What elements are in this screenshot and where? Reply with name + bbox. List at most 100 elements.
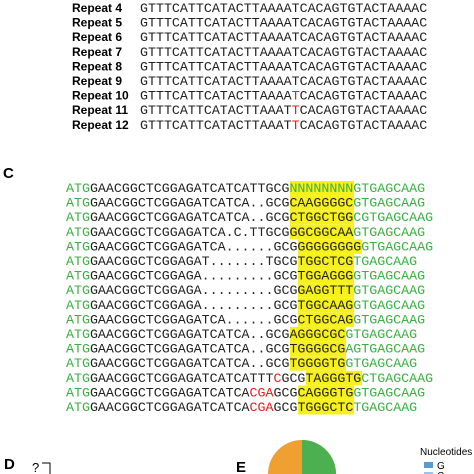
legend-swatch	[424, 472, 433, 474]
sequence-segment: GGGGGGGG	[297, 239, 361, 254]
bracket	[42, 462, 51, 474]
panel-letter: D	[4, 456, 15, 473]
sequence-segment: GTGAGCAAG	[353, 269, 425, 284]
sequence-segment: GAACGGCTCGGAGA.........GCG	[90, 269, 297, 284]
sequence-row: GTTTCATTCATACTTAAAATCACAGTGTACTAAAAC	[140, 74, 427, 89]
highlight	[290, 210, 354, 225]
sequence-segment: GAACGGCTCGGAGATCATCA	[90, 400, 250, 415]
sequence-segment: GAACGGCTCGGAGATCATCATTGCG	[90, 181, 290, 196]
highlight	[290, 195, 354, 211]
sequence-segment: ATG	[66, 196, 90, 211]
sequence-segment: T	[292, 89, 300, 104]
sequence-segment: GAACGGCTCGGAGATCATCA..GCG	[90, 342, 290, 357]
highlight	[298, 254, 354, 269]
legend-title: Nucleotides	[420, 447, 472, 458]
sequence-segment: ATG	[66, 356, 90, 371]
panel-mark: ?	[32, 460, 39, 474]
sequence-row: GTTTCATTCATACTTAAATTCACAGTGTACTAAAAC	[140, 118, 427, 133]
sequence-segment: GTTTCATTCATACTTAAAATCACAGTGTACTAAAAC	[140, 1, 427, 16]
sequence-segment: ATG	[66, 239, 90, 254]
sequence-segment: GTTTCATTCATACTTAAAATCACAGTGTACTAAAAC	[140, 59, 427, 74]
sequence-segment: CACAGTGTACTAAAAC	[300, 89, 428, 104]
highlight	[298, 283, 354, 298]
sequence-segment: ATG	[66, 283, 90, 298]
sequence-segment: ATG	[66, 298, 90, 313]
repeat-label: Repeat 4	[72, 1, 122, 15]
sequence-segment: GAACGGCTCGGAGATCA......GCG	[90, 239, 297, 254]
sequence-row: GTTTCATTCATACTTAAAATCACAGTGTACTAAAAC	[140, 45, 427, 60]
sequence-row: ATGGAACGGCTCGGAGA.........GCGTGGCAAGGTGA…	[66, 298, 425, 313]
sequence-segment: CGA	[250, 385, 274, 400]
sequence-segment: GTGAGCAAG	[353, 312, 425, 327]
sequence-segment: CAAGGGGC	[289, 196, 353, 211]
sequence-segment: GAACGGCTCGGAGATCA.C.TTGCG	[90, 225, 290, 240]
sequence-segment: GTTTCATTCATACTTAAAATCACAGTGTACTAAAAC	[140, 16, 427, 31]
sequence-segment: ATG	[66, 400, 90, 415]
sequence-segment: GTGAGCAAG	[345, 327, 417, 342]
legend-swatch	[424, 462, 433, 468]
sequence-segment: GTTTCATTCATACTTAAAT	[140, 118, 292, 133]
sequence-segment: GAACGGCTCGGAGATCATCA..GCG	[90, 356, 290, 371]
sequence-row: ATGGAACGGCTCGGAGATCATCATTTCGCGTAGGGTGCTG…	[66, 371, 433, 386]
sequence-segment: GTGAGCAAG	[361, 239, 433, 254]
sequence-segment: AGTGAGCAAG	[345, 342, 425, 357]
sequence-segment: CACAGTGTACTAAAAC	[300, 118, 428, 133]
repeat-label: Repeat 12	[72, 118, 129, 132]
sequence-row: ATGGAACGGCTCGGAGATCATCATTGCGNNNNNNNNGTGA…	[66, 181, 425, 196]
highlight	[306, 370, 362, 386]
sequence-row: GTTTCATTCATACTTAAAATCACAGTGTACTAAAAC	[140, 89, 427, 104]
highlight	[298, 297, 354, 313]
repeat-label: Repeat 11	[72, 103, 128, 117]
sequence-row: ATGGAACGGCTCGGAGATCATCACGAGCGCAGGGTGGTGA…	[66, 385, 425, 400]
sequence-segment: AGGGCGC	[289, 327, 345, 342]
sequence-segment: TGAGCAAG	[353, 254, 417, 269]
highlight	[290, 224, 354, 240]
sequence-segment: ATG	[66, 371, 90, 386]
sequence-row: ATGGAACGGCTCGGAGATCATCA..GCGTGGGGTGGTGAG…	[66, 356, 417, 371]
sequence-segment: GAACGGCTCGGAGATCA......GCG	[90, 312, 297, 327]
sequence-segment: T	[292, 103, 300, 118]
sequence-segment: NNNNNNNN	[289, 181, 353, 196]
sequence-segment: TGGGGCG	[289, 342, 345, 357]
sequence-segment: GTGAGCAAG	[353, 225, 425, 240]
sequence-segment: TAGGGTG	[305, 371, 361, 386]
sequence-segment: GTTTCATTCATACTTAAAATCACAGTGTACTAAAAC	[140, 45, 427, 60]
sequence-row: ATGGAACGGCTCGGAGATCATCA..GCGCTGGCTGGCGTG…	[66, 210, 433, 225]
highlight	[298, 268, 354, 284]
sequences: Repeat 4 GTTTCATTCATACTTAAAATCACAGTGTACTA…	[66, 1, 433, 415]
sequence-row: ATGGAACGGCTCGGAGATCA......GCGCTGGCAGGTGA…	[66, 312, 425, 327]
sequence-segment: GAACGGCTCGGAGATCATCA..GCG	[90, 196, 290, 211]
sequence-segment: GAACGGCTCGGAGATCATCATTT	[90, 371, 274, 386]
sequence-row: ATGGAACGGCTCGGAGATCATCA..GCGTGGGGCGAGTGA…	[66, 342, 425, 357]
sequence-segment: GAACGGCTCGGAGATCATCA..GCG	[90, 210, 290, 225]
sequence-segment: TGGCTCG	[297, 254, 353, 269]
sequence-segment: GAACGGCTCGGAGATCATCA..GCG	[90, 327, 290, 342]
panel-letter: E	[236, 459, 246, 474]
repeat-label: Repeat 9	[72, 74, 122, 88]
sequence-segment: CACAGTGTACTAAAAC	[300, 103, 428, 118]
sequence-segment: GAACGGCTCGGAGATCATCA	[90, 385, 250, 400]
sequence-segment: CGA	[250, 400, 274, 415]
sequence-segment: TGGGCTC	[297, 400, 353, 415]
sequence-segment: GAACGGCTCGGAGA.........GCG	[90, 283, 297, 298]
highlight	[298, 312, 354, 327]
highlight	[290, 181, 354, 196]
sequence-row: ATGGAACGGCTCGGAGATCA.C.TTGCGGGCGGCAAGTGA…	[66, 225, 425, 240]
sequence-segment: GCG	[274, 400, 298, 415]
sequence-segment: ATG	[66, 254, 90, 269]
sequence-segment: TGGCAAG	[297, 298, 353, 313]
sequence-segment: ATG	[66, 225, 90, 240]
repeat-label: Repeat 6	[72, 30, 122, 44]
sequence-segment: TGAGCAAG	[353, 400, 417, 415]
sequence-row: GTTTCATTCATACTTAAAATCACAGTGTACTAAAAC	[140, 30, 427, 45]
legend-label: G	[437, 461, 445, 472]
sequence-segment: GTGAGCAAG	[353, 283, 425, 298]
sequence-segment: GTGAGCAAG	[353, 196, 425, 211]
sequence-row: ATGGAACGGCTCGGAGATCATCACGAGCGTGGGCTCTGAG…	[66, 400, 417, 415]
sequence-row: ATGGAACGGCTCGGAGAT.......TGCGTGGCTCGTGAG…	[66, 254, 417, 269]
sequence-segment: ATG	[66, 181, 90, 196]
sequence-segment: GAACGGCTCGGAGA.........GCG	[90, 298, 297, 313]
sequence-segment: ATG	[66, 312, 90, 327]
repeat-label: Repeat 10	[72, 89, 129, 103]
sequence-segment: TGGAGGG	[297, 269, 353, 284]
